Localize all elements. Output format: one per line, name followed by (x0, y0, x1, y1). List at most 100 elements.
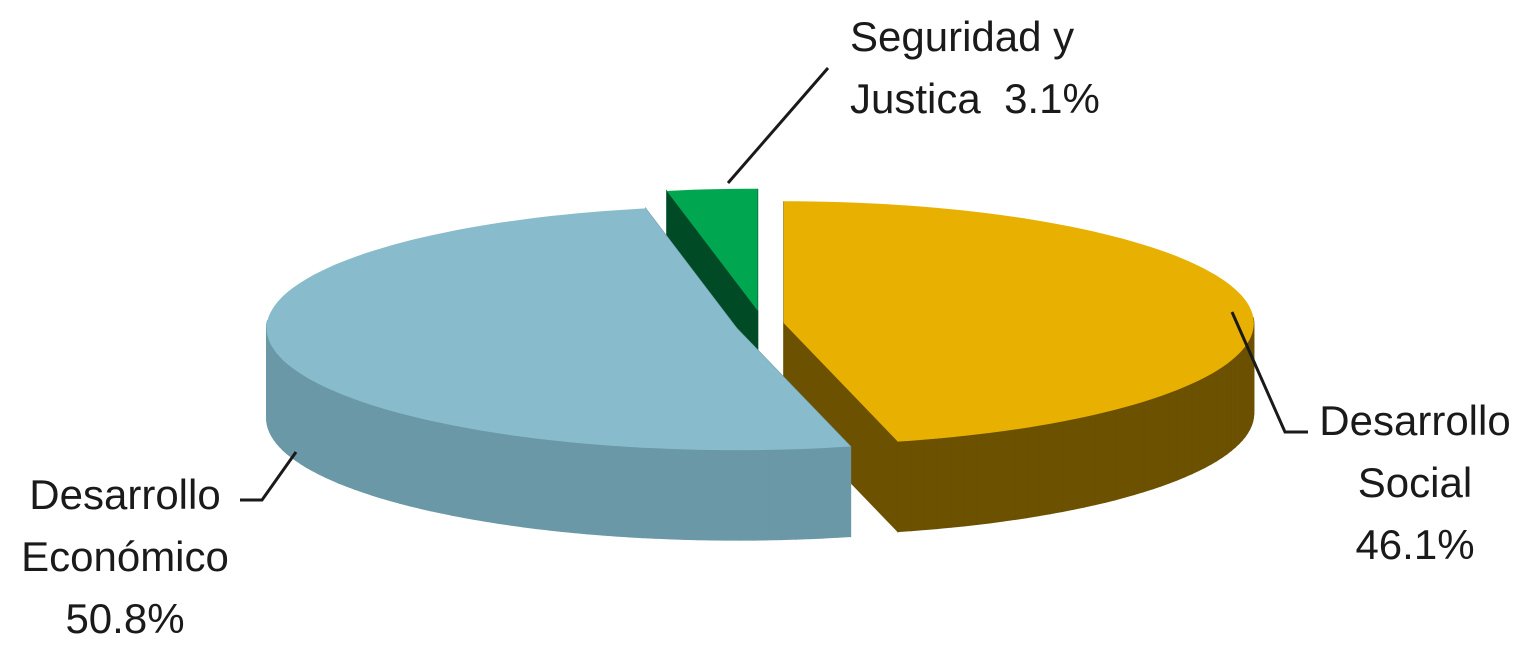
slice-side (1153, 396, 1162, 489)
slice-side (1084, 415, 1095, 507)
slice-side (318, 384, 325, 477)
slice-side (601, 445, 615, 536)
slice-side (1003, 430, 1015, 522)
slice-side (306, 377, 312, 470)
slice-side (536, 439, 549, 531)
slice-side (390, 411, 400, 504)
slice-side (487, 432, 499, 524)
slice-side (1211, 371, 1217, 464)
page: {"chart_data": {"type": "pie", "categori… (0, 0, 1535, 629)
value-label: 50.8% (65, 595, 184, 642)
slice-side (280, 357, 283, 451)
pie (267, 189, 1254, 540)
slice-side (400, 413, 410, 506)
slice-side (796, 449, 810, 540)
label-economico: Desarrollo Económico 50.8% (0, 464, 250, 650)
slice-side (1231, 357, 1235, 451)
slice-side (726, 450, 740, 540)
slice-side (1161, 393, 1169, 486)
slice-side (283, 360, 287, 454)
slice-side (523, 437, 536, 529)
slice-side (511, 435, 523, 527)
slice-side (964, 434, 977, 526)
slice-side (990, 431, 1003, 523)
slice-side (898, 441, 912, 532)
slice-side (698, 450, 712, 540)
slice-side (381, 408, 390, 501)
slice-side (656, 448, 670, 539)
slice-side (938, 437, 951, 528)
slice-side (1015, 428, 1027, 520)
slice-side (951, 436, 964, 527)
slice-side (684, 449, 698, 539)
slice-side (754, 450, 768, 540)
slice-side (1235, 354, 1239, 448)
slice-side (1222, 364, 1227, 457)
slice-side (1135, 402, 1144, 495)
slice-side (575, 443, 588, 534)
slice-side (1073, 417, 1084, 509)
slice-side (291, 367, 296, 460)
slice-side (363, 402, 372, 495)
label-social: Desarrollo Social 46.1% (1300, 390, 1530, 576)
slice-side (1227, 361, 1231, 455)
slice-side (911, 440, 925, 531)
slice-side (837, 447, 851, 538)
slice-side (1169, 390, 1177, 483)
slice-side (355, 399, 363, 492)
slice-side (1144, 399, 1153, 492)
slice-side (296, 370, 301, 463)
slice-side (562, 441, 575, 532)
slice-side (464, 427, 476, 519)
slice-side (768, 450, 782, 540)
slice-side (441, 423, 452, 515)
slice-side (499, 433, 511, 525)
slice-side (925, 439, 938, 530)
slice-side (312, 381, 318, 474)
slice-side (588, 444, 601, 535)
slice-side (1192, 381, 1199, 474)
slice-side (410, 416, 420, 509)
value-label: 46.1% (1355, 521, 1474, 568)
slice-side (1199, 377, 1205, 470)
slice-side (1115, 407, 1125, 500)
slice-side (642, 448, 656, 539)
slice-side (809, 448, 823, 539)
slice-side (1095, 412, 1105, 504)
slice-side (712, 450, 726, 540)
slice-side (823, 447, 837, 538)
slice-side (301, 374, 306, 467)
slice-side (287, 364, 291, 457)
slice-side (430, 421, 441, 513)
slice-side (372, 405, 381, 498)
category-label: Desarrollo Social (1319, 397, 1510, 506)
slice-side (452, 425, 463, 517)
leader-line (728, 68, 828, 183)
value-label: 3.1% (1004, 75, 1100, 122)
slice-side (475, 430, 487, 522)
slice-side (1062, 419, 1073, 511)
slice-side (1217, 367, 1222, 460)
slice-side (1125, 405, 1135, 498)
slice-side (782, 449, 796, 539)
slice-side (1027, 426, 1039, 518)
slice-side (1205, 374, 1211, 467)
slice-side (1185, 384, 1192, 477)
slice-side (1039, 424, 1051, 516)
slice-side (339, 393, 347, 486)
slice-side (977, 433, 990, 525)
slice-side (1105, 410, 1115, 503)
slice-side (628, 447, 642, 538)
slice-side (615, 446, 629, 537)
slice-side (420, 418, 431, 510)
category-label: Desarrollo Económico (21, 471, 229, 580)
slice-side (325, 387, 332, 480)
slice-side (347, 396, 355, 489)
slice-side (670, 449, 684, 540)
slice-side (1051, 422, 1062, 514)
slice-side (549, 440, 562, 531)
slice-side (332, 390, 339, 483)
slice-side (740, 450, 754, 540)
label-seguridad: Seguridad y Justica 3.1% (850, 6, 1150, 130)
slice-side (1177, 387, 1185, 480)
